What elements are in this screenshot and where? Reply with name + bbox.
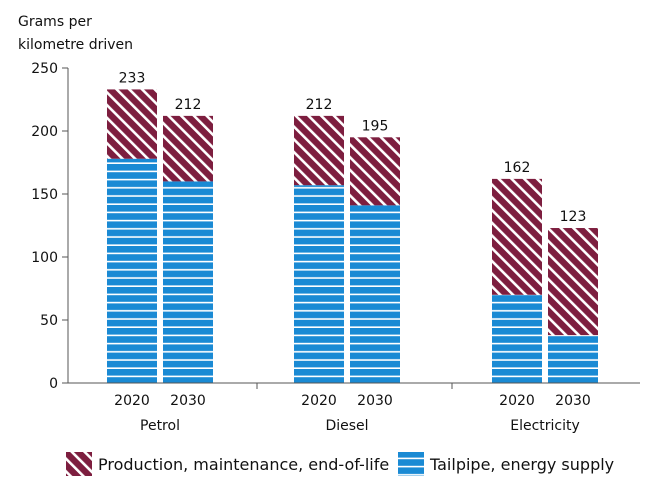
- y-axis: 0 50 100 150 200 250: [31, 61, 69, 392]
- bars: [107, 89, 598, 383]
- x-tick-label-year: 2020: [114, 393, 150, 409]
- data-label-total: 233: [119, 70, 146, 86]
- bar-tailpipe-petrol-2020: [107, 158, 157, 383]
- bar-production-diesel-2020: [294, 115, 344, 186]
- legend-label-production: Production, maintenance, end-of-life: [98, 455, 389, 474]
- bar-production-electricity-2020: [492, 178, 542, 295]
- bar-production-diesel-2030: [350, 137, 400, 206]
- x-tick-label-year: 2030: [357, 393, 393, 409]
- bar-production-petrol-2030: [163, 115, 213, 182]
- bar-production-petrol-2020: [107, 89, 157, 159]
- y-axis-label-line-2: kilometre driven: [18, 37, 133, 53]
- x-tick-label-year: 2030: [170, 393, 206, 409]
- y-tick-label: 150: [31, 187, 58, 203]
- data-label-total: 162: [504, 160, 531, 176]
- data-label-total: 123: [560, 209, 587, 225]
- data-label-total: 212: [175, 97, 202, 113]
- x-tick-label-year: 2020: [301, 393, 337, 409]
- x-tick-label-year: 2020: [499, 393, 535, 409]
- legend-item-tailpipe: Tailpipe, energy supply: [398, 452, 614, 476]
- y-tick-label: 250: [31, 61, 58, 77]
- x-tick-label-year: 2030: [555, 393, 591, 409]
- bar-tailpipe-petrol-2030: [163, 181, 213, 383]
- legend-swatch-tailpipe: [398, 452, 424, 476]
- bar-tailpipe-electricity-2030: [548, 335, 598, 383]
- y-tick-label: 200: [31, 124, 58, 140]
- bar-production-electricity-2030: [548, 228, 598, 336]
- y-tick-label: 0: [49, 376, 58, 392]
- bar-tailpipe-electricity-2020: [492, 294, 542, 383]
- data-label-total: 195: [362, 118, 389, 134]
- y-axis-label-line-1: Grams per: [18, 14, 92, 30]
- bar-tailpipe-diesel-2030: [350, 205, 400, 383]
- x-group-label-electricity: Electricity: [510, 418, 580, 434]
- x-group-label-diesel: Diesel: [325, 418, 368, 434]
- legend-swatch-production: [66, 452, 92, 476]
- bar-tailpipe-diesel-2020: [294, 185, 344, 383]
- y-axis-label: Grams per kilometre driven: [18, 14, 133, 53]
- x-axis: 2020 2030 Petrol 2020 2030 Diesel 2020 2030 Elec…: [68, 382, 640, 434]
- y-tick-label: 50: [40, 313, 58, 329]
- legend-label-tailpipe: Tailpipe, energy supply: [429, 455, 614, 474]
- y-tick-label: 100: [31, 250, 58, 266]
- x-group-label-petrol: Petrol: [140, 418, 180, 434]
- legend: Production, maintenance, end-of-life Tai…: [66, 452, 614, 476]
- data-label-total: 212: [306, 97, 333, 113]
- data-labels: 233 212 212 195 162 123: [119, 70, 587, 225]
- legend-item-production: Production, maintenance, end-of-life: [66, 452, 389, 476]
